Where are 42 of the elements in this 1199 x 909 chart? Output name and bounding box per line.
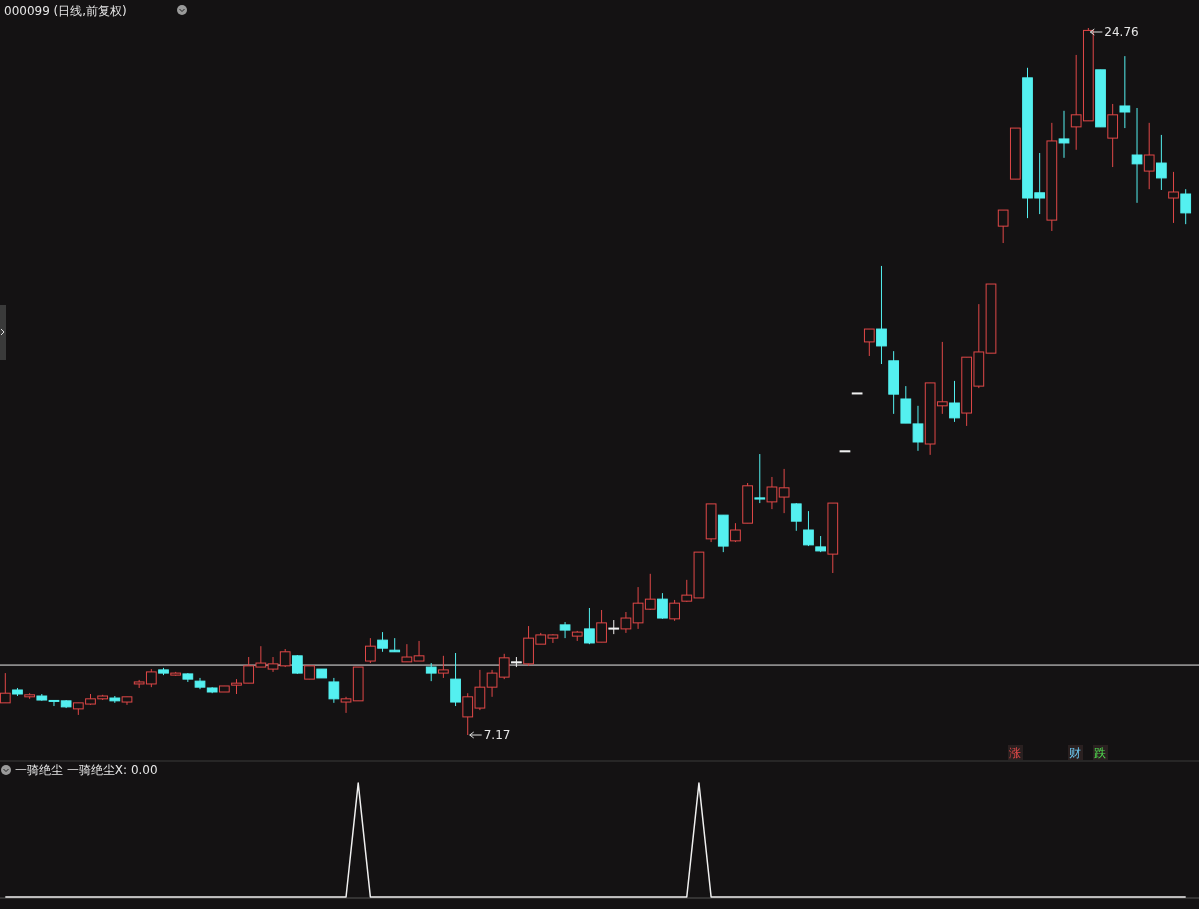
candlestick (1168, 171, 1179, 224)
candlestick (790, 502, 802, 532)
candlestick (291, 654, 303, 675)
annotation: 24.76 (1104, 25, 1139, 39)
candlestick (450, 652, 461, 707)
candlestick (851, 392, 863, 395)
candlestick (778, 468, 790, 514)
candlestick (876, 265, 887, 365)
annotation: 7.17 (483, 728, 511, 742)
candlestick (584, 607, 595, 645)
candlestick (425, 662, 437, 682)
candlestick (1131, 107, 1143, 204)
candlestick (1143, 122, 1155, 190)
chart-title: 000099 (日线,前复权) (4, 4, 127, 18)
candlestick (669, 599, 680, 622)
candlestick (620, 611, 632, 634)
candlestick (1180, 188, 1192, 225)
candlestick (863, 328, 875, 357)
text: 财 (1069, 746, 1081, 760)
candlestick (413, 640, 425, 662)
text: 跌 (1094, 746, 1106, 760)
candlestick (803, 510, 814, 547)
candlestick (1119, 55, 1131, 129)
candlestick (0, 672, 11, 704)
candlestick (365, 637, 376, 664)
candlestick (997, 209, 1009, 244)
candlestick (401, 643, 413, 663)
candlestick (754, 453, 766, 504)
candlestick (377, 631, 388, 653)
candlestick (438, 655, 449, 679)
candlestick (559, 621, 571, 639)
candlestick (839, 450, 851, 453)
candlestick (1107, 103, 1119, 168)
candlestick (596, 609, 607, 643)
candlestick (328, 677, 340, 704)
candlestick (1155, 134, 1167, 191)
candlestick (657, 592, 668, 620)
chart-title: 一骑绝尘 一骑绝尘X: 0.00 (15, 763, 158, 777)
candlestick (1058, 110, 1070, 159)
candlestick (949, 380, 960, 423)
candlestick (766, 476, 778, 510)
text: 涨 (1009, 746, 1021, 760)
